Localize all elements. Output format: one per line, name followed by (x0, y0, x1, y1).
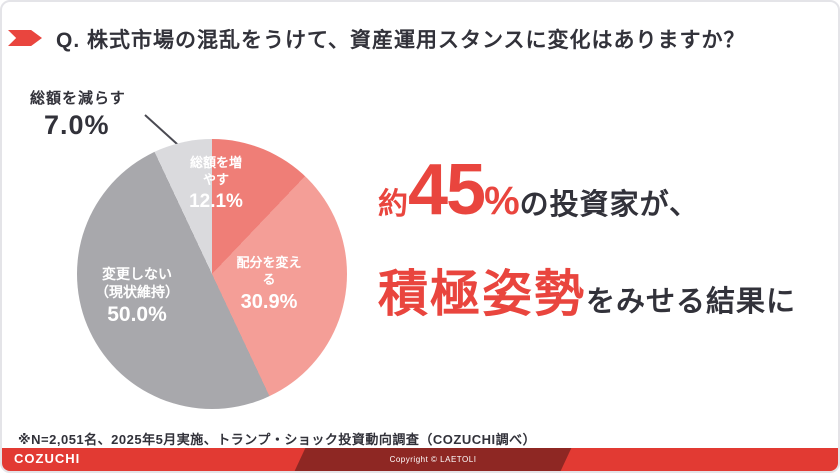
survey-footnote: ※N=2,051名、2025年5月実施、トランプ・ショック投資動向調査（COZU… (18, 432, 537, 447)
brand-logo: COZUCHI (14, 451, 81, 466)
title-arrow-icon (8, 30, 42, 46)
callout-value: 7.0% (44, 110, 110, 140)
pie-chart: 総額を増やす 12.1% 配分を変える 30.9% 変更しない （現状維持） 5… (77, 139, 347, 409)
highlight-line1-rest: の投資家が、 (519, 189, 700, 221)
footer-bar: COZUCHI Copyright © LAETOLI (2, 448, 838, 471)
highlight-emphasis: 積極姿勢 (378, 266, 586, 322)
pie-label-no-change: 変更しない （現状維持） 50.0% (95, 266, 179, 327)
pie-label-reallocate: 配分を変える 30.9% (236, 255, 302, 313)
highlight-line2-rest: をみせる結果に (586, 286, 797, 318)
highlight-text: 約 45 % の投資家が、 積極姿勢 をみせる結果に (378, 154, 830, 326)
highlight-prefix: 約 (378, 188, 408, 221)
copyright-text: Copyright © LAETOLI (389, 455, 477, 464)
pie-callout-decrease: 総額を減らす 7.0% (30, 87, 126, 141)
page-title: Q. 株式市場の混乱をうけて、資産運用スタンスに変化はありますか？ (56, 29, 746, 52)
highlight-line-1: 約 45 % の投資家が、 (378, 154, 830, 226)
highlight-percent-sign: % (484, 179, 520, 223)
pie-label-increase: 総額を増やす 12.1% (189, 155, 243, 212)
callout-label: 総額を減らす (30, 90, 126, 107)
highlight-line-2: 積極姿勢 をみせる結果に (378, 254, 830, 326)
highlight-number: 45 (408, 150, 486, 230)
